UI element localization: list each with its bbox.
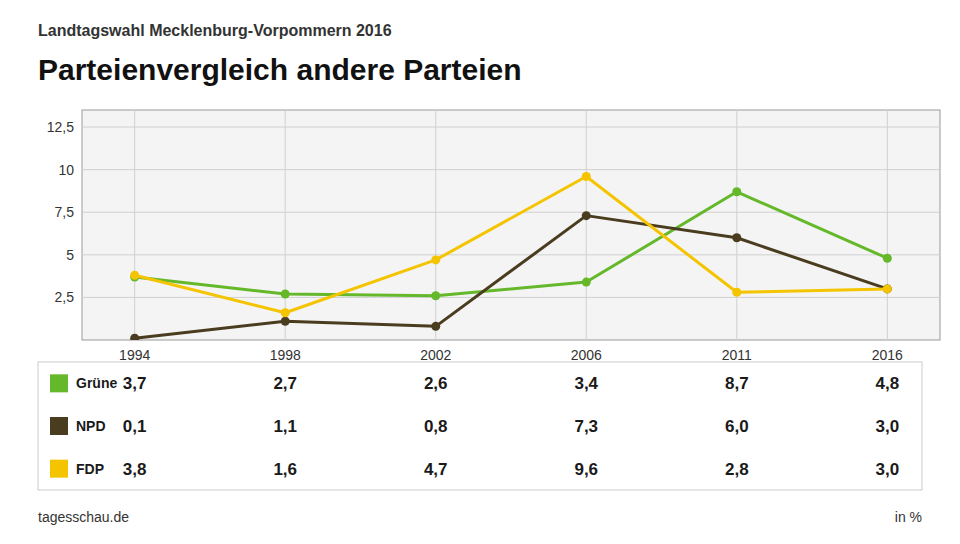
data-layer <box>130 172 892 340</box>
grid <box>82 110 940 340</box>
table-row-label: Grüne <box>76 375 117 391</box>
table-swatch <box>50 417 68 435</box>
x-tick-label: 2011 <box>722 347 752 363</box>
subtitle: Landtagswahl Mecklenburg-Vorpommern 2016 <box>38 22 392 39</box>
table-swatch <box>50 374 68 392</box>
y-tick-label: 7,5 <box>55 204 75 220</box>
series-point <box>431 291 440 300</box>
table-value: 4,7 <box>424 460 448 479</box>
y-grid-line <box>82 212 940 213</box>
table-value: 0,8 <box>424 417 448 436</box>
x-tick-label: 2006 <box>571 347 602 363</box>
table-value: 0,1 <box>123 417 147 436</box>
x-grid-line <box>887 110 888 340</box>
table-value: 1,6 <box>273 460 297 479</box>
series-point <box>130 271 139 280</box>
table-value: 9,6 <box>574 460 598 479</box>
table-swatch <box>50 460 68 478</box>
series-point <box>582 211 591 220</box>
table-box <box>38 362 922 490</box>
series-line <box>135 176 888 312</box>
series-point <box>582 278 591 287</box>
series-point <box>732 187 741 196</box>
table-row-label: FDP <box>76 461 104 477</box>
table-row-label: NPD <box>76 418 106 434</box>
series-point <box>883 254 892 263</box>
series-line <box>135 192 888 296</box>
y-tick-label: 10 <box>58 162 74 178</box>
table-value: 2,8 <box>725 460 749 479</box>
series-point <box>582 172 591 181</box>
series-point <box>732 288 741 297</box>
series-point <box>883 284 892 293</box>
x-tick-label: 1998 <box>270 347 301 363</box>
table-value: 8,7 <box>725 374 749 393</box>
series-point <box>883 284 892 293</box>
table-value: 2,6 <box>424 374 448 393</box>
y-grid-line <box>82 297 940 298</box>
series-point <box>431 322 440 331</box>
table-value: 4,8 <box>875 374 899 393</box>
table-value: 6,0 <box>725 417 749 436</box>
annotation: in % <box>895 509 922 525</box>
series-point <box>281 308 290 317</box>
x-grid-line <box>435 110 436 340</box>
y-tick-label: 5 <box>66 247 74 263</box>
series-point <box>130 334 139 340</box>
x-tick-label: 1994 <box>119 347 150 363</box>
table-value: 2,7 <box>273 374 297 393</box>
table-value: 3,8 <box>123 460 147 479</box>
table-value: 7,3 <box>574 417 598 436</box>
y-grid-line <box>82 254 940 255</box>
table-value: 3,0 <box>875 417 899 436</box>
annotation: tagesschau.de <box>38 509 129 525</box>
x-tick-label: 2016 <box>872 347 903 363</box>
chart-svg: Landtagswahl Mecklenburg-Vorpommern 2016… <box>0 0 960 544</box>
y-tick-label: 2,5 <box>55 289 75 305</box>
table-value: 3,0 <box>875 460 899 479</box>
x-grid-line <box>736 110 737 340</box>
table-value: 3,4 <box>574 374 598 393</box>
x-grid-line <box>586 110 587 340</box>
y-grid-line <box>82 169 940 170</box>
y-tick-label: 12,5 <box>47 119 74 135</box>
table-value: 3,7 <box>123 374 147 393</box>
y-grid-line <box>82 127 940 128</box>
series-line <box>135 216 888 339</box>
series-point <box>732 233 741 242</box>
title: Parteienvergleich andere Parteien <box>38 53 522 86</box>
table-value: 1,1 <box>273 417 297 436</box>
series-point <box>281 290 290 299</box>
plot-frame <box>82 110 940 340</box>
series-point <box>281 317 290 326</box>
series-point <box>431 255 440 264</box>
x-tick-label: 2002 <box>420 347 451 363</box>
x-grid-line <box>285 110 286 340</box>
chart-container: Landtagswahl Mecklenburg-Vorpommern 2016… <box>0 0 960 544</box>
x-grid-line <box>134 110 135 340</box>
